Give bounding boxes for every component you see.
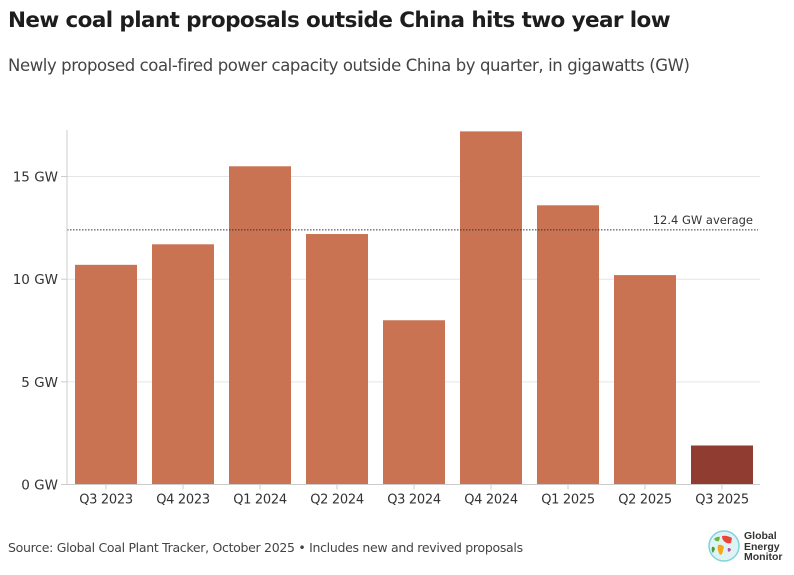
x-tick-label: Q1 2024	[233, 493, 287, 508]
x-tick-label: Q3 2024	[387, 493, 441, 508]
x-tick-label: Q2 2024	[310, 493, 364, 508]
source-note: Source: Global Coal Plant Tracker, Octob…	[8, 540, 523, 555]
x-tick-label: Q4 2024	[464, 493, 518, 508]
bar-q4-2024	[460, 131, 522, 485]
globe-icon	[708, 530, 740, 562]
bar-q2-2025	[614, 275, 676, 485]
average-reference: 12.4 GW average	[67, 213, 758, 231]
logo-line: Monitor	[744, 551, 783, 563]
x-tick-label: Q3 2023	[79, 493, 133, 508]
bars	[75, 131, 753, 485]
y-tick-label: 5 GW	[21, 375, 58, 391]
bar-q3-2023	[75, 264, 137, 485]
bar-q4-2023	[152, 244, 214, 485]
bar-q3-2024	[383, 320, 445, 485]
axes: 0 GW 5 GW 10 GW 15 GW Q3 2023 Q4 2023 Q1 2024 Q…	[13, 130, 760, 508]
global-energy-monitor-logo: Global Energy Monitor	[708, 530, 792, 568]
average-label: 12.4 GW average	[653, 213, 753, 227]
x-tick-label: Q3 2025	[695, 493, 749, 508]
y-tick-label: 15 GW	[13, 170, 58, 186]
logo-text: Global Energy Monitor	[744, 531, 783, 563]
logo-line: Global	[744, 530, 777, 542]
bar-q1-2025	[537, 205, 599, 485]
x-tick-label: Q1 2025	[541, 493, 595, 508]
bar-q1-2024	[229, 166, 291, 485]
x-tick-label: Q2 2025	[618, 493, 672, 508]
chart-subtitle: Newly proposed coal-fired power capacity…	[8, 56, 690, 75]
chart-title: New coal plant proposals outside China h…	[8, 8, 671, 33]
y-tick-label: 10 GW	[13, 272, 58, 288]
bar-chart: 12.4 GW average 0 GW 5 GW 10 GW 15 GW Q3 202…	[13, 130, 760, 508]
bar-q3-2025	[691, 445, 753, 485]
logo-line: Energy	[744, 540, 780, 553]
y-tick-label: 0 GW	[21, 478, 58, 494]
bar-q2-2024	[306, 234, 368, 485]
x-tick-label: Q4 2023	[156, 493, 210, 508]
